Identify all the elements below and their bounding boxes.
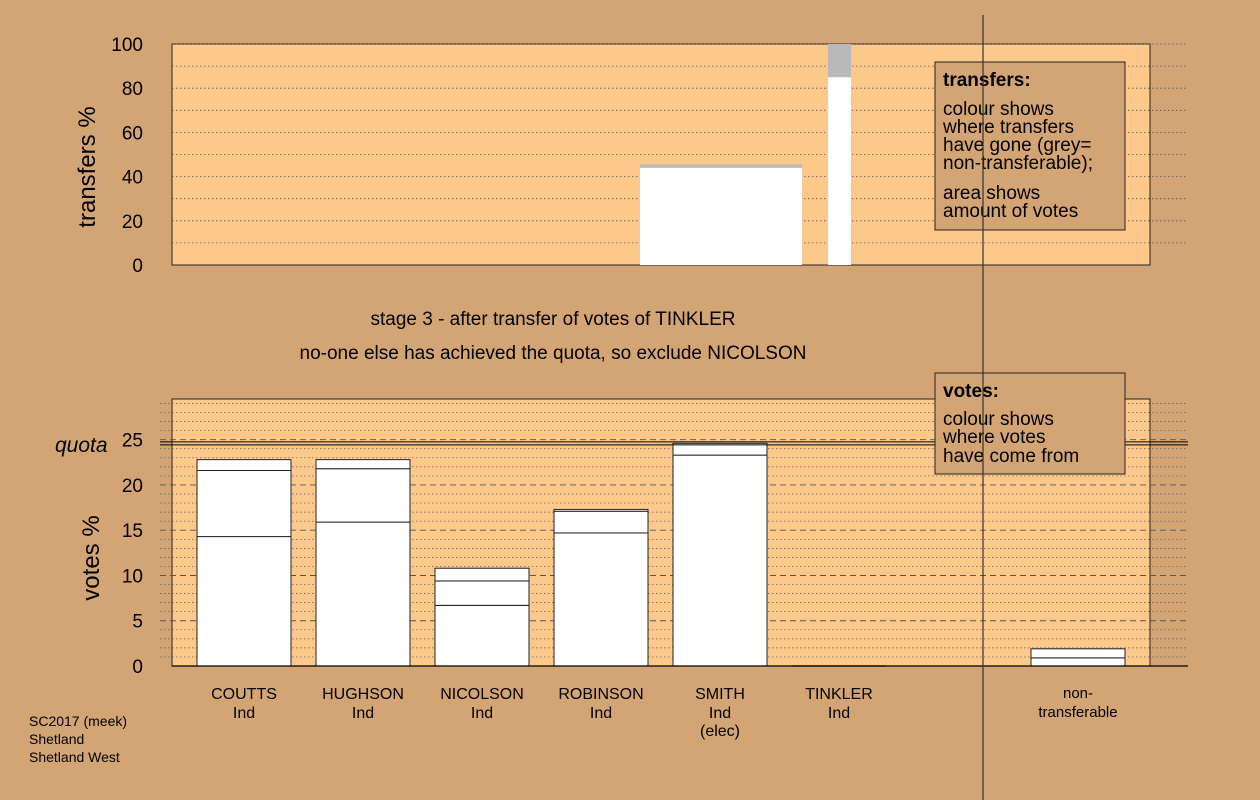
votes-legend-line: where votes (942, 427, 1045, 448)
non-transferable-label: transferable (1038, 704, 1117, 721)
footer-council: Shetland (29, 731, 84, 747)
candidate-name: SMITH (695, 686, 745, 703)
transfers-panel: 0 20 40 60 80 100 transfers % transfers: colo… (74, 35, 1188, 277)
transfers-legend-frame (934, 61, 1126, 231)
transfers-y-tick-label: 60 (122, 123, 143, 144)
vote-bar-segment (315, 459, 411, 470)
vote-bar-segment (434, 567, 530, 582)
votes-y-tick-label: 25 (122, 431, 143, 452)
transfers-y-axis-label: transfers % (74, 106, 101, 227)
candidate-name: HUGHSON (322, 686, 404, 703)
transfers-legend-line: where transfers (942, 117, 1074, 138)
transfer-bar-non-transferable (828, 44, 851, 78)
candidate-name: ROBINSON (558, 686, 643, 703)
candidate-name: COUTTS (211, 686, 277, 703)
vote-bar-segment (1030, 648, 1126, 659)
candidate-party: Ind (590, 705, 612, 722)
transfers-y-ticks: 0 20 40 60 80 100 (111, 35, 143, 277)
vote-bar-segment (553, 510, 649, 534)
non-transferable-label: non- (1063, 685, 1093, 702)
stage-caption: stage 3 - after transfer of votes of TIN… (370, 309, 735, 330)
vote-bar-segment (553, 508, 649, 512)
votes-y-tick-label: 20 (122, 476, 143, 497)
votes-y-tick-label: 15 (122, 521, 143, 542)
quota-label: quota (55, 434, 108, 457)
transfer-bar-smith (828, 77, 851, 266)
candidate-status: (elec) (700, 723, 740, 740)
candidate-name: NICOLSON (440, 686, 524, 703)
candidate-party: Ind (828, 705, 850, 722)
vote-bar-segment (434, 580, 530, 606)
transfers-legend-line: amount of votes (943, 201, 1078, 222)
vote-bar-segment (315, 468, 411, 523)
transfer-bar-nicolson (640, 167, 802, 265)
candidate-party: Ind (471, 705, 493, 722)
transfers-y-tick-label: 20 (122, 212, 143, 233)
transfers-legend-line: area shows (943, 183, 1040, 204)
transfers-legend-line: non-transferable); (943, 153, 1093, 174)
vote-bar-segment (434, 604, 530, 667)
votes-legend-frame (934, 372, 1126, 475)
vote-bar-segment (1030, 657, 1126, 667)
votes-legend-line: colour shows (943, 409, 1054, 430)
candidate-name: TINKLER (805, 686, 873, 703)
votes-legend-box: votes: colour shows where votes have com… (934, 372, 1126, 475)
vote-bar-segment (196, 536, 292, 667)
transfers-y-tick-label: 0 (132, 256, 143, 277)
transfers-bars (640, 44, 851, 266)
transfers-y-tick-label: 40 (122, 168, 143, 189)
candidate-party: Ind (709, 705, 731, 722)
vote-bar-segment (196, 470, 292, 538)
votes-bars (196, 442, 1126, 667)
votes-y-axis-label: votes % (78, 515, 105, 600)
footer-election: SC2017 (meek) (29, 713, 127, 729)
transfers-legend-line: colour shows (943, 99, 1054, 120)
transfers-y-tick-label: 100 (111, 35, 143, 56)
transfer-bar-non-transferable (640, 164, 802, 168)
transfers-legend-line: have gone (grey= (943, 135, 1091, 156)
candidate-labels: COUTTS Ind HUGHSON Ind NICOLSON Ind ROBINSON In… (211, 685, 1118, 740)
votes-y-tick-label: 0 (132, 657, 143, 678)
votes-legend-title: votes: (943, 381, 999, 402)
transfers-y-tick-label: 80 (122, 79, 143, 100)
votes-panel: 0 5 10 15 20 25 quota votes % COUTTS Ind HUGHSO… (55, 372, 1188, 740)
votes-y-ticks: 0 5 10 15 20 25 (122, 431, 143, 678)
votes-y-tick-label: 5 (132, 612, 143, 633)
candidate-party: Ind (233, 705, 255, 722)
transfers-legend-title: transfers: (943, 70, 1031, 91)
footer-ward: Shetland West (29, 749, 120, 765)
candidate-party: Ind (352, 705, 374, 722)
votes-y-tick-label: 10 (122, 566, 143, 587)
vote-bar-segment (672, 454, 768, 667)
transfers-legend-box: transfers: colour shows where transfers … (934, 61, 1126, 231)
vote-bar-segment (196, 459, 292, 472)
vote-bar-segment (672, 442, 768, 456)
stage-decision: no-one else has achieved the quota, so e… (300, 343, 807, 364)
vote-bar-segment (553, 532, 649, 667)
votes-legend-line: have come from (943, 446, 1079, 467)
vote-bar-segment (315, 521, 411, 667)
